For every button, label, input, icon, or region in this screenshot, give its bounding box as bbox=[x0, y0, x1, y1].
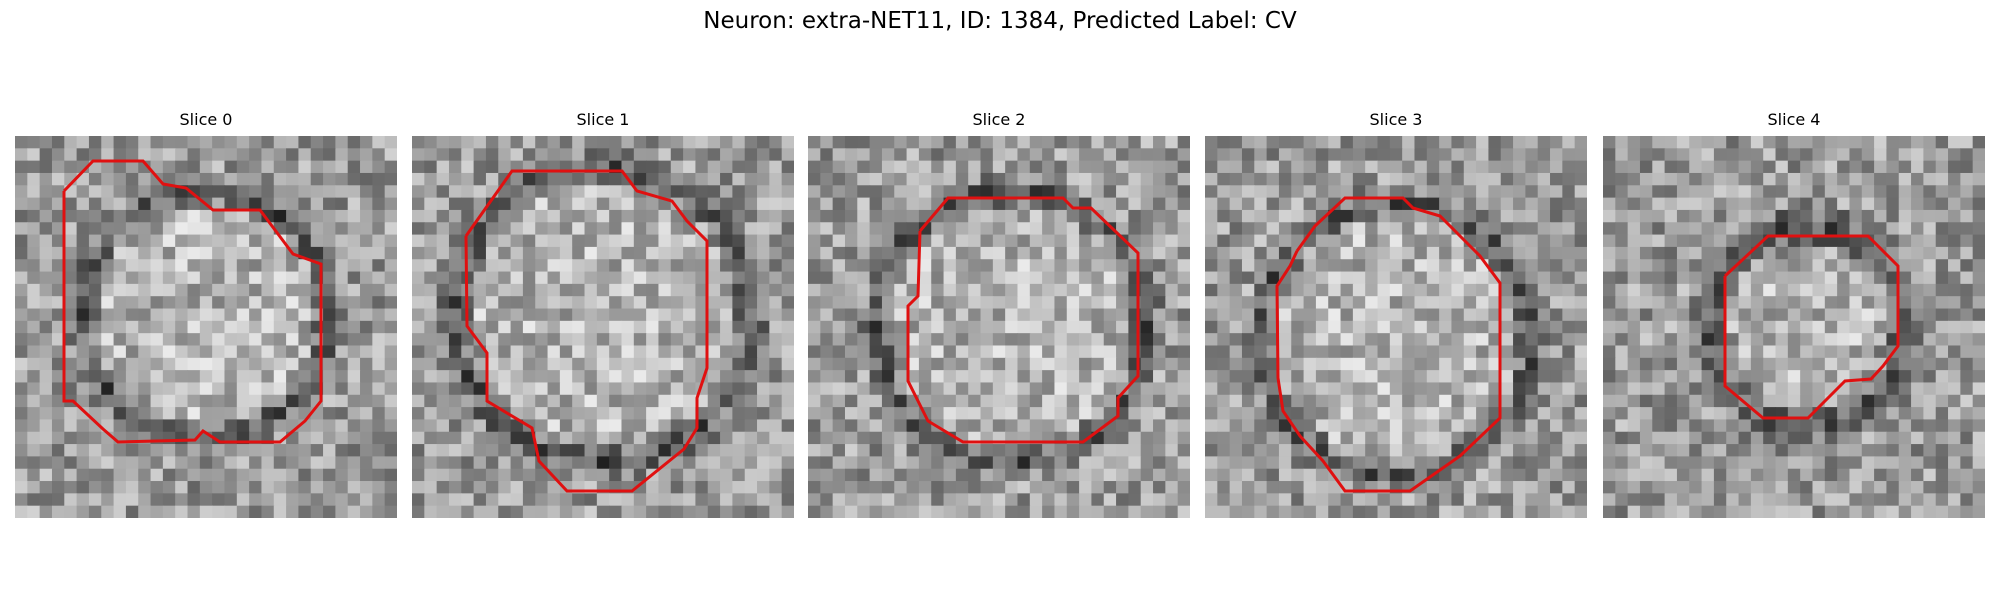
contour-outline bbox=[1723, 234, 1900, 420]
contour-outline bbox=[464, 169, 709, 493]
slice-title: Slice 0 bbox=[179, 110, 233, 129]
slice-panel-2: Slice 2 bbox=[808, 110, 1190, 518]
slice-image-2 bbox=[808, 136, 1190, 518]
slice-title: Slice 2 bbox=[972, 110, 1026, 129]
slice-title: Slice 1 bbox=[576, 110, 630, 129]
figure-title: Neuron: extra-NET11, ID: 1384, Predicted… bbox=[703, 8, 1297, 34]
slice-panel-0: Slice 0 bbox=[15, 110, 397, 518]
slice-image-4 bbox=[1603, 136, 1985, 518]
contour-outline bbox=[1275, 196, 1502, 493]
contour-outline bbox=[62, 159, 323, 444]
slice-image-0 bbox=[15, 136, 397, 518]
slice-panel-4: Slice 4 bbox=[1603, 110, 1985, 518]
slice-title: Slice 3 bbox=[1369, 110, 1423, 129]
slice-title: Slice 4 bbox=[1767, 110, 1821, 129]
slice-panel-1: Slice 1 bbox=[412, 110, 794, 518]
contour-outline bbox=[906, 196, 1140, 444]
slice-image-3 bbox=[1205, 136, 1587, 518]
slice-panel-3: Slice 3 bbox=[1205, 110, 1587, 518]
slice-image-1 bbox=[412, 136, 794, 518]
